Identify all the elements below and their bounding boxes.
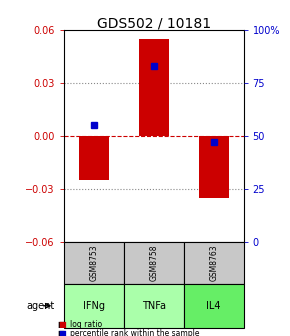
Text: ■  percentile rank within the sample: ■ percentile rank within the sample [58, 329, 200, 336]
Bar [199, 136, 229, 198]
Text: ■: ■ [58, 329, 66, 336]
Text: GSM8758: GSM8758 [149, 245, 158, 281]
Text: IL4: IL4 [206, 301, 221, 311]
Text: TNFa: TNFa [142, 301, 166, 311]
Text: ■: ■ [58, 321, 66, 329]
Bar [139, 39, 169, 136]
Bar [79, 136, 109, 180]
Text: GSM8753: GSM8753 [89, 245, 98, 281]
Text: ■  log ratio: ■ log ratio [58, 321, 102, 329]
Title: GDS502 / 10181: GDS502 / 10181 [97, 16, 211, 30]
Text: IFNg: IFNg [83, 301, 105, 311]
Text: GSM8763: GSM8763 [209, 245, 218, 281]
Text: agent: agent [27, 301, 55, 311]
